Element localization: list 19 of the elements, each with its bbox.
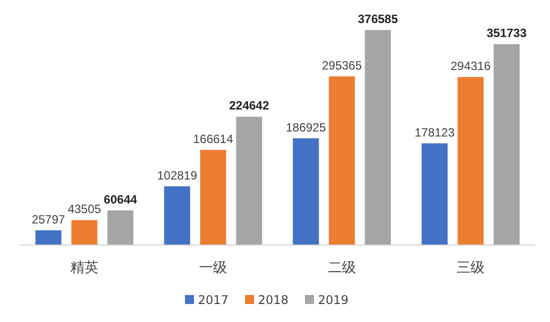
data-label: 224642 — [229, 98, 270, 113]
data-label: 178123 — [414, 125, 455, 140]
x-tick-label: 三级 — [456, 260, 485, 276]
data-label: 351733 — [486, 26, 527, 40]
data-label: 43505 — [68, 202, 102, 216]
data-label: 295365 — [322, 58, 362, 72]
data-label: 166614 — [193, 132, 234, 146]
data-label: 60644 — [104, 192, 138, 206]
data-label: 376585 — [358, 12, 398, 26]
legend-label: 2017 — [198, 293, 229, 307]
data-label: 25797 — [32, 212, 66, 226]
x-tick-label: 一级 — [199, 260, 228, 276]
data-label: 186925 — [286, 120, 326, 134]
data-label: 294316 — [450, 58, 491, 73]
data-label: 102819 — [157, 168, 198, 182]
x-tick-label: 精英 — [70, 260, 98, 276]
legend-label: 2018 — [258, 293, 289, 307]
legend-label: 2019 — [318, 293, 349, 307]
x-tick-label: 二级 — [328, 260, 356, 276]
